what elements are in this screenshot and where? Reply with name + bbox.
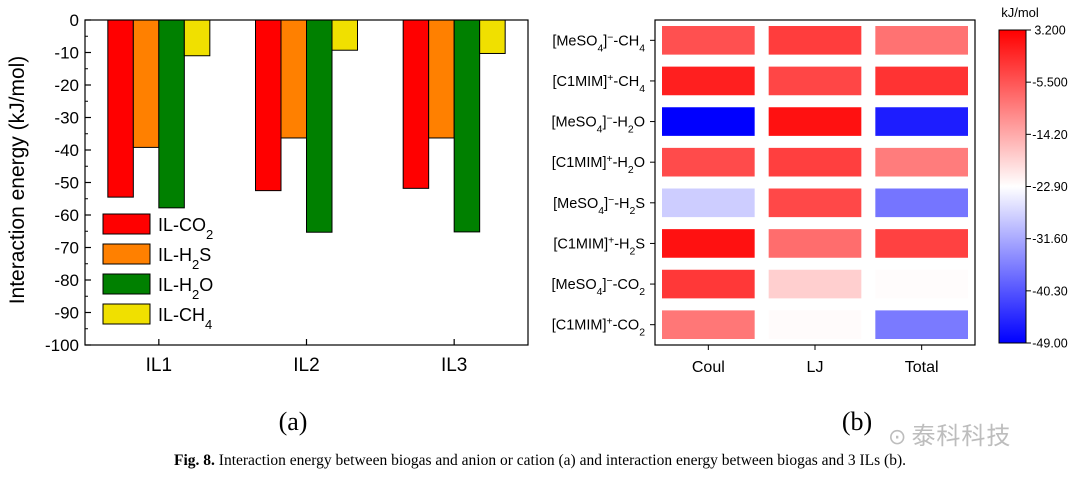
heatmap-cell xyxy=(875,26,968,55)
row-label: [C1MIM]+-H2S xyxy=(553,235,645,257)
y-tick-label: -10 xyxy=(54,44,79,63)
legend-swatch xyxy=(102,273,151,295)
colorbar-label: kJ/mol xyxy=(1001,5,1039,20)
bar-il-co2-il3 xyxy=(402,19,430,189)
figure-caption: Fig. 8. Interaction energy between bioga… xyxy=(0,452,1080,470)
heatmap-cell xyxy=(662,147,755,177)
row-label: [C1MIM]+-CH4 xyxy=(553,72,646,94)
heatmap-cells xyxy=(662,26,968,339)
row-label: [C1MIM]+-H2O xyxy=(552,154,645,176)
heatmap-cell xyxy=(662,188,755,218)
heatmap-cell xyxy=(768,310,862,339)
row-label: [MeSO4]−-CO2 xyxy=(552,276,646,298)
bar-il-ch4-il1 xyxy=(183,19,211,57)
heatmap-cell xyxy=(875,310,968,339)
y-tick-label: -90 xyxy=(54,304,79,323)
y-axis-ticks: 0 -10 -20 -30 -40 -50 -60 -70 -80 -90 -100 xyxy=(45,11,91,355)
legend-entry: IL-CH4 xyxy=(158,305,212,332)
y-tick-label: -30 xyxy=(54,109,79,128)
panel-label-b: (b) xyxy=(842,407,872,436)
heatmap-cell xyxy=(662,107,755,136)
y-tick-label: -100 xyxy=(45,336,79,355)
row-label: [MeSO4]−-H2S xyxy=(553,194,645,216)
x-tick-label: IL2 xyxy=(293,355,319,376)
row-label: [MeSO4]−-CH4 xyxy=(552,32,645,54)
legend-swatch xyxy=(102,303,151,325)
heatmap-cell xyxy=(875,188,968,218)
colorbar-tick-label: 3.200 xyxy=(1034,24,1065,38)
bar-il-h2s-il2 xyxy=(280,19,307,139)
heatmap-cell xyxy=(768,229,862,258)
y-tick-label: -60 xyxy=(54,206,79,225)
heatmap-cell xyxy=(662,310,755,339)
bar-il-h2o-il3 xyxy=(453,19,481,233)
y-tick-label: -20 xyxy=(54,76,79,95)
watermark-text: 泰科科技 xyxy=(911,422,1012,450)
colorbar-ticks: 3.200 -5.500 -14.20 -22.90 -31.60 -40.30 -49.0… xyxy=(1026,24,1068,351)
column-label: Total xyxy=(905,359,939,376)
heatmap-cell xyxy=(875,269,968,299)
colorbar-tick-label: -22.90 xyxy=(1032,180,1067,194)
colorbar-tick-label: -31.60 xyxy=(1032,232,1067,246)
heatmap-cell xyxy=(768,188,862,218)
y-tick-label: -70 xyxy=(54,239,79,258)
bar-il-co2-il2 xyxy=(255,19,282,192)
y-tick-label: 0 xyxy=(70,11,79,30)
heatmap-cell xyxy=(662,229,755,258)
legend: IL-CO2 IL-H2S IL-H2O IL-CH4 xyxy=(102,213,213,332)
heatmap-interaction-energy: [MeSO4]−-CH4 [C1MIM]+-CH4 [MeSO4]−-H2O [C1M… xyxy=(552,19,976,436)
column-label: Coul xyxy=(692,359,725,376)
y-axis-label: Interaction energy (kJ/mol) xyxy=(6,56,29,305)
colorbar-tick-label: -14.20 xyxy=(1032,128,1067,142)
y-tick-label: -80 xyxy=(54,271,79,290)
bar-il-h2s-il1 xyxy=(132,19,160,148)
colorbar-gradient xyxy=(998,29,1027,344)
wechat-icon: ⊙ xyxy=(888,425,908,450)
heatmap-cell xyxy=(662,269,755,299)
column-label: LJ xyxy=(807,359,824,376)
heatmap-cell xyxy=(768,66,862,96)
heatmap-cell xyxy=(662,66,755,96)
bar-il-h2o-il1 xyxy=(158,19,185,209)
bar-il-ch4-il2 xyxy=(331,19,358,51)
y-tick-label: -50 xyxy=(54,174,79,193)
legend-entry: IL-H2O xyxy=(158,275,213,302)
y-tick-label: -40 xyxy=(54,141,79,160)
legend-entry: IL-CO2 xyxy=(158,215,213,242)
x-axis-ticks: IL1 IL2 IL3 xyxy=(146,339,467,376)
heatmap-cell xyxy=(768,107,862,136)
column-labels: Coul LJ Total xyxy=(692,345,939,376)
heatmap-cell xyxy=(875,147,968,177)
legend-entry: IL-H2S xyxy=(158,245,211,272)
heatmap-cell xyxy=(768,147,862,177)
colorbar-tick-label: -5.500 xyxy=(1032,76,1067,90)
row-label: [MeSO4]−-H2O xyxy=(552,113,645,135)
watermark: ⊙ 泰科科技 xyxy=(888,416,1011,451)
legend-swatch xyxy=(102,213,151,235)
x-tick-label: IL3 xyxy=(441,355,467,376)
legend-swatch xyxy=(102,243,151,265)
panel-label-a: (a) xyxy=(279,407,308,436)
bar-marks xyxy=(107,19,506,233)
colorbar-tick-label: -49.00 xyxy=(1032,337,1067,351)
caption-text: Interaction energy between biogas and an… xyxy=(218,452,906,469)
heatmap-cell xyxy=(768,269,862,299)
bar-il-h2s-il3 xyxy=(428,19,455,139)
x-tick-label: IL1 xyxy=(146,355,172,376)
heatmap-cell xyxy=(875,229,968,258)
row-labels: [MeSO4]−-CH4 [C1MIM]+-CH4 [MeSO4]−-H2O [C1M… xyxy=(552,32,655,338)
colorbar-tick-label: -40.30 xyxy=(1032,284,1067,298)
heatmap-cell xyxy=(875,107,968,136)
heatmap-cell xyxy=(768,26,862,55)
heatmap-cell xyxy=(875,66,968,96)
bar-chart-interaction-energy: Interaction energy (kJ/mol) 0 -10 -20 -30 -4… xyxy=(6,11,529,436)
row-label: [C1MIM]+-CO2 xyxy=(552,316,645,338)
bar-il-co2-il1 xyxy=(107,19,134,198)
caption-label: Fig. 8. xyxy=(174,452,215,469)
heatmap-cell xyxy=(662,26,755,55)
bar-il-h2o-il2 xyxy=(306,19,333,233)
bar-il-ch4-il3 xyxy=(479,19,506,54)
colorbar: kJ/mol 3.200 -5.500 -14.20 -22.90 -31.60 -40.… xyxy=(998,5,1068,351)
